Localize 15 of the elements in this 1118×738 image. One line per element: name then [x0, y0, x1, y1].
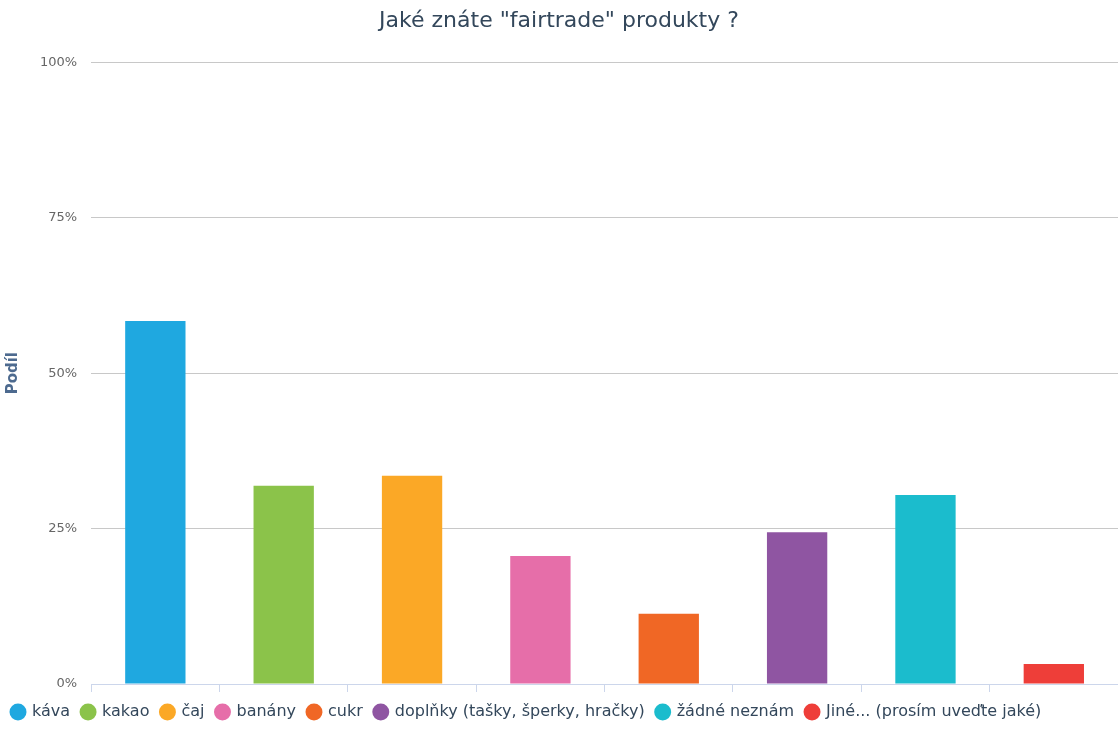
legend-label: žádné neznám [676, 701, 795, 721]
chart-title: Jaké znáte "fairtrade" produkty ? [377, 6, 739, 32]
y-tick-label: 25% [48, 519, 78, 535]
y-tick-label: 100% [39, 53, 78, 69]
legend-label: doplňky (tašky, šperky, hračky) [394, 701, 645, 721]
y-tick-label: 0% [56, 675, 78, 691]
legend-label: Jiné... (prosím uveďte jaké) [825, 701, 1042, 721]
legend-label: banány [236, 701, 296, 721]
legend-label: kakao [102, 701, 150, 721]
legend-label: cukr [327, 701, 364, 721]
legend-label: káva [32, 701, 71, 721]
y-tick-label: 75% [48, 209, 78, 225]
y-tick-label: 50% [48, 364, 78, 380]
legend-label: čaj [181, 701, 205, 721]
y-axis-title: Podíl [2, 352, 21, 395]
